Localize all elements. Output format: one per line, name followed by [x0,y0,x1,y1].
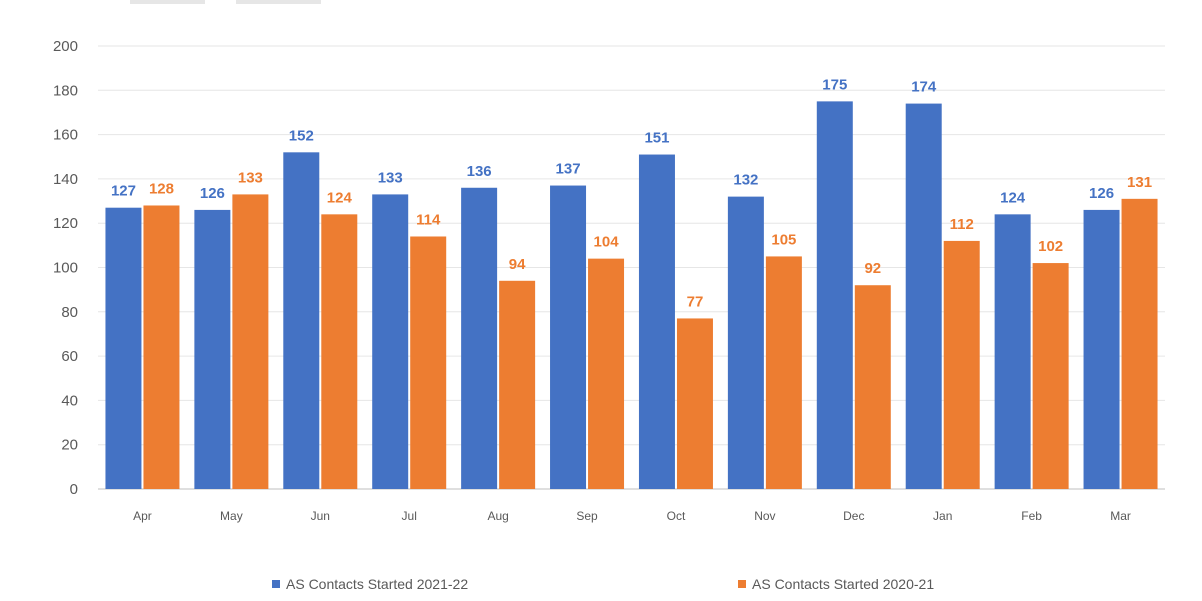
bar-jun-series-1 [283,152,320,489]
x-tick-label-oct: Oct [667,509,686,523]
x-tick-label-aug: Aug [487,509,508,523]
bars [105,101,1158,490]
bar-apr-series-1 [105,207,142,489]
bar-feb-series-2 [1032,263,1069,489]
bar-sep-series-2 [588,258,625,489]
y-axis: 0 20 40 60 80 100 120 140 160 180 200 [53,38,78,498]
x-tick-label-dec: Dec [843,509,864,523]
y-tick-label: 180 [53,82,78,99]
legend-label-series-2: AS Contacts Started 2020-21 [752,576,935,592]
bar-feb-series-1 [994,214,1031,489]
bar-oct-series-2 [676,318,713,489]
legend-item-series-2: AS Contacts Started 2020-21 [738,576,934,592]
bar-jan-series-2 [943,240,980,489]
data-label-jan-series-1: 174 [911,79,937,96]
bar-jan-series-1 [905,103,942,489]
x-tick-label-feb: Feb [1021,509,1042,523]
bar-apr-series-2 [143,205,180,490]
x-tick-label-jan: Jan [933,509,952,523]
x-tick-label-sep: Sep [576,509,598,523]
gridlines [98,45,1165,490]
x-tick-label-jul: Jul [402,509,417,523]
data-label-sep-series-1: 137 [556,161,581,178]
data-label-nov-series-2: 105 [771,231,796,248]
top-tab-stub-2 [236,0,321,4]
y-tick-label: 20 [61,437,78,454]
bar-aug-series-1 [461,187,498,489]
data-label-apr-series-2: 128 [149,180,174,197]
top-tab-stub-1 [130,0,205,4]
data-label-mar-series-2: 131 [1127,174,1152,191]
legend-swatch-series-2 [738,580,746,588]
data-label-dec-series-1: 175 [822,76,847,93]
data-label-mar-series-1: 126 [1089,185,1114,202]
y-tick-label: 100 [53,260,78,277]
y-tick-label: 200 [53,38,78,55]
data-label-may-series-1: 126 [200,185,225,202]
y-tick-label: 0 [70,481,78,498]
bar-mar-series-1 [1083,209,1120,489]
y-tick-label: 120 [53,215,78,232]
data-label-feb-series-2: 102 [1038,238,1063,255]
bar-may-series-2 [232,194,269,489]
bar-mar-series-2 [1121,198,1158,489]
legend-swatch-series-1 [272,580,280,588]
y-tick-label: 60 [61,348,78,365]
legend: AS Contacts Started 2021-22 AS Contacts … [0,576,1202,596]
data-label-jan-series-2: 112 [950,216,974,233]
bar-chart: 0 20 40 60 80 100 120 140 160 180 200 127 128 126 133… [53,38,1165,523]
data-label-dec-series-2: 92 [864,260,881,277]
bar-jun-series-2 [321,214,358,489]
bar-jul-series-1 [372,194,409,489]
data-label-jun-series-1: 152 [289,127,314,144]
legend-item-series-1: AS Contacts Started 2021-22 [272,576,468,592]
data-label-aug-series-2: 94 [509,256,526,273]
bar-may-series-1 [194,209,231,489]
bar-aug-series-2 [499,280,536,489]
bar-dec-series-2 [854,285,891,489]
data-label-may-series-2: 133 [238,169,263,186]
x-tick-label-may: May [220,509,243,523]
data-label-sep-series-2: 104 [594,234,620,251]
data-label-oct-series-2: 77 [687,293,704,310]
data-label-apr-series-1: 127 [111,183,136,200]
x-tick-label-jun: Jun [311,509,330,523]
bar-oct-series-1 [638,154,675,489]
bar-sep-series-1 [550,185,587,490]
bar-nov-series-1 [727,196,764,489]
data-label-jul-series-2: 114 [416,211,441,228]
data-label-aug-series-1: 136 [467,163,492,180]
y-tick-label: 40 [61,392,78,409]
data-label-oct-series-1: 151 [644,130,669,147]
x-axis: Apr May Jun Jul Aug Sep Oct Nov Dec Jan Feb Mar [133,509,1131,523]
bar-nov-series-2 [765,256,802,489]
y-tick-label: 80 [61,304,78,321]
x-tick-label-nov: Nov [754,509,775,523]
data-label-jul-series-1: 133 [378,169,403,186]
y-tick-label: 160 [53,127,78,144]
data-label-feb-series-1: 124 [1000,189,1026,206]
bar-jul-series-2 [410,236,447,489]
data-label-jun-series-2: 124 [327,189,353,206]
legend-label-series-1: AS Contacts Started 2021-22 [286,576,469,592]
x-tick-label-apr: Apr [133,509,152,523]
bar-dec-series-1 [816,101,853,489]
data-label-nov-series-1: 132 [733,172,758,189]
data-labels: 127 128 126 133 152 124 133 114 136 94 137 104 151 77… [111,76,1152,310]
x-tick-label-mar: Mar [1110,509,1131,523]
y-tick-label: 140 [53,171,78,188]
